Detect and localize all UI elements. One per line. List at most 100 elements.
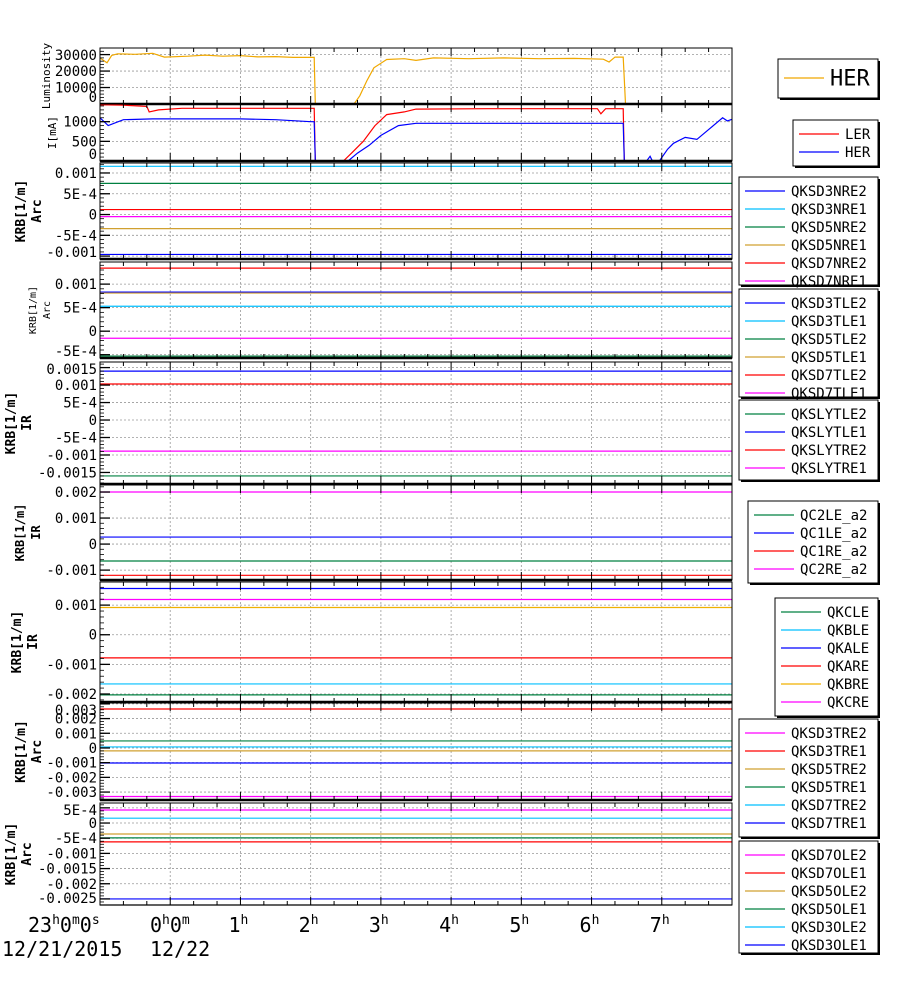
y-axis-label: Arc — [42, 301, 53, 319]
legend-box — [738, 840, 879, 954]
legend-label: QKSD3OLE2 — [791, 920, 867, 936]
panel-frame — [99, 47, 733, 105]
legend-label: QKSD7OLE1 — [791, 866, 867, 882]
legend-label: QKSD3TRE1 — [791, 744, 867, 760]
legend-label: QKSLYTLE1 — [791, 425, 867, 441]
y-axis-label: KRB[1/m] — [14, 720, 29, 783]
legend-label: QKCLE — [827, 605, 869, 621]
y-tick-label: 0.001 — [55, 598, 97, 614]
y-tick-label: 0.001 — [55, 378, 97, 394]
y-tick-label: -0.001 — [46, 756, 97, 772]
y-tick-label: -0.003 — [46, 785, 97, 801]
legend-label: QKSD5OLE2 — [791, 884, 867, 900]
legend-label: QC1RE_a2 — [800, 544, 867, 560]
y-tick-label: 0.0015 — [46, 362, 97, 378]
panel-frame — [99, 261, 733, 359]
y-tick-label: -0.0015 — [38, 862, 97, 878]
y-tick-label: -0.001 — [46, 563, 97, 579]
x-tick-label: 5h — [509, 913, 529, 937]
legend-label: QKSD3OLE1 — [791, 938, 867, 954]
x-tick-label: 2h — [299, 913, 319, 937]
y-axis-label: IR — [26, 634, 41, 650]
y-tick-label: 0 — [89, 90, 97, 106]
panel-6: 0.002 0.001 0 -0.001 KRB[1/m] IR — [13, 484, 733, 582]
y-tick-label: 0 — [89, 537, 97, 553]
legend-label: QKSD7TLE1 — [791, 386, 867, 402]
y-axis-label: KRB[1/m] — [14, 180, 29, 243]
date-label: 12/21/2015 — [2, 937, 122, 961]
panel-frame — [99, 361, 733, 485]
y-axis-label: I[mA] — [46, 116, 59, 149]
y-tick-label: 0.002 — [55, 485, 97, 501]
legend-box — [774, 597, 879, 717]
x-tick-label: 6h — [580, 913, 600, 937]
legend-label: QKSD7NRE2 — [791, 256, 867, 272]
legend-label: QKSD5NRE1 — [791, 238, 867, 254]
legend-label: QKSD3TRE2 — [791, 726, 867, 742]
legend-label: HER — [830, 67, 870, 92]
y-tick-label: -5E-4 — [55, 831, 97, 847]
y-tick-label: 0.003 — [55, 703, 97, 719]
y-axis-label: IR — [29, 525, 43, 540]
legend-label: QKSD5TRE2 — [791, 762, 867, 778]
y-tick-label: 0 — [89, 741, 97, 757]
legend-3: QKSD3NRE2 QKSD3NRE1 QKSD5NRE2 QKSD5NRE1 QKSD… — [738, 176, 880, 290]
y-tick-label: 5E-4 — [63, 187, 97, 203]
y-tick-label: -0.0015 — [38, 465, 97, 481]
y-tick-label: 0 — [89, 324, 97, 340]
legend-box — [738, 288, 879, 398]
y-tick-label: 0.001 — [55, 166, 97, 182]
panel-frame — [99, 162, 733, 260]
y-axis-label: KRB[1/m] — [13, 504, 27, 562]
legend-label: QKSD5TLE2 — [791, 332, 867, 348]
y-tick-label: 5E-4 — [63, 803, 97, 819]
y-tick-label: -0.001 — [46, 657, 97, 673]
legend-label: QC2LE_a2 — [800, 508, 867, 524]
legend-label: QKSLYTRE1 — [791, 461, 867, 477]
legend-box — [738, 718, 879, 838]
y-axis-label: Luminosity — [40, 43, 53, 110]
panel-frame — [99, 103, 733, 162]
y-tick-label: 0.001 — [55, 277, 97, 293]
x-tick-label: 4h — [439, 913, 459, 937]
legend-label: QKSD7TRE2 — [791, 798, 867, 814]
legend-label: QKALE — [827, 641, 869, 657]
y-tick-label: 0.002 — [55, 712, 97, 728]
legend-label: QKSD5NRE2 — [791, 220, 867, 236]
y-tick-label: -0.001 — [46, 846, 97, 862]
legend-7: QKCLE QKBLE QKALE QKARE QKBRE QKCRE — [774, 597, 880, 718]
y-tick-label: -0.002 — [46, 877, 97, 893]
series-line-LER — [99, 104, 732, 162]
legend-label: QKSLYTRE2 — [791, 443, 867, 459]
legend-label: QC1LE_a2 — [800, 526, 867, 542]
panel-3: 0.001 5E-4 0 -5E-4-0.001 KRB[1/m] Arc — [14, 162, 733, 261]
y-axis-label: IR — [20, 415, 35, 431]
legend-box — [738, 176, 879, 286]
legend-box — [792, 119, 879, 167]
legend-label: LER — [845, 127, 871, 143]
legend-label: QKSD3TLE1 — [791, 314, 867, 330]
legend-label: QKSD3NRE2 — [791, 184, 867, 200]
y-axis-label: Arc — [20, 842, 35, 865]
y-tick-label: -0.002 — [46, 687, 97, 703]
y-tick-label: 20000 — [55, 64, 97, 80]
y-tick-label: 30000 — [55, 48, 97, 64]
y-tick-label: 5E-4 — [63, 396, 97, 412]
legend-5: QKSLYTLE2 QKSLYTLE1 QKSLYTRE2 QKSLYTRE1 — [738, 399, 880, 482]
series-line-HER — [99, 52, 732, 105]
legend-label: QKCRE — [827, 695, 869, 711]
y-tick-label: 0 — [89, 628, 97, 644]
x-tick-label: 1h — [228, 913, 248, 937]
legend-label: QKBLE — [827, 623, 869, 639]
legend-8: QKSD3TRE2 QKSD3TRE1 QKSD5TRE2 QKSD5TRE1 QKSD… — [738, 718, 880, 839]
y-tick-label: 10000 — [55, 81, 97, 97]
legend-label: QKBRE — [827, 677, 869, 693]
y-tick-label: -0.001 — [46, 448, 97, 464]
y-tick-label: 0 — [89, 147, 97, 163]
y-tick-label: 0.001 — [55, 726, 97, 742]
